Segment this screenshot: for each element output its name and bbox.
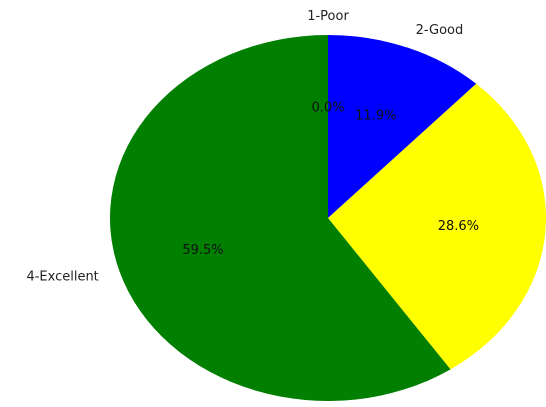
pie-slice-3-very-good (328, 83, 546, 370)
pct-label-4-excellent: 59.5% (182, 243, 223, 258)
pie-slice-2-good (328, 35, 477, 218)
pie-labels: 0.0% 1-Poor 11.9% 2-Good 28.6% 59.5% 4-Excelle… (26, 9, 479, 285)
category-label-4-excellent: 4-Excellent (26, 270, 98, 285)
pct-label-1-poor: 0.0% (311, 101, 344, 116)
category-label-1-poor: 1-Poor (307, 9, 349, 24)
category-label-2-good: 2-Good (416, 23, 464, 38)
pct-label-2-good: 11.9% (355, 108, 396, 123)
pie-slices (110, 35, 546, 401)
pct-label-3-very-good: 28.6% (438, 219, 479, 234)
pie-slice-4-excellent (110, 35, 451, 401)
